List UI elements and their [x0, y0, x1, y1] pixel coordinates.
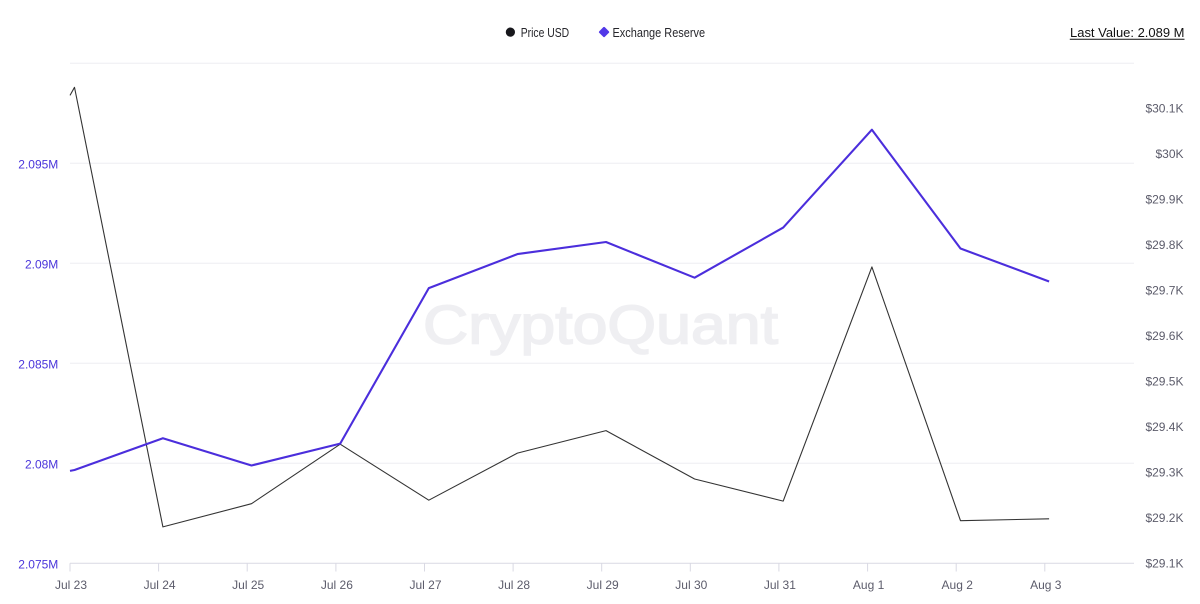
svg-text:Jul 29: Jul 29	[587, 578, 619, 592]
svg-text:2.095M: 2.095M	[18, 157, 58, 171]
svg-text:$30K: $30K	[1155, 147, 1183, 161]
svg-text:$30.1K: $30.1K	[1145, 102, 1183, 116]
svg-text:CryptoQuant: CryptoQuant	[423, 294, 778, 356]
svg-text:Jul 25: Jul 25	[232, 578, 264, 592]
svg-text:2.085M: 2.085M	[18, 357, 58, 371]
svg-text:2.075M: 2.075M	[18, 557, 58, 571]
svg-text:$29.2K: $29.2K	[1145, 511, 1183, 525]
svg-text:Jul 28: Jul 28	[498, 578, 530, 592]
svg-text:$29.7K: $29.7K	[1145, 284, 1183, 298]
svg-text:$29.5K: $29.5K	[1145, 375, 1183, 389]
svg-text:$29.9K: $29.9K	[1145, 193, 1183, 207]
svg-text:$29.4K: $29.4K	[1145, 420, 1183, 434]
svg-text:2.08M: 2.08M	[25, 457, 58, 471]
svg-text:Last Value: 2.089 M: Last Value: 2.089 M	[1070, 25, 1185, 40]
svg-text:Jul 31: Jul 31	[764, 578, 796, 592]
svg-text:$29.1K: $29.1K	[1145, 557, 1183, 571]
svg-text:Jul 27: Jul 27	[409, 578, 441, 592]
svg-text:Aug 1: Aug 1	[853, 578, 885, 592]
svg-text:Jul 26: Jul 26	[321, 578, 353, 592]
svg-text:2.09M: 2.09M	[25, 257, 58, 271]
svg-text:Aug 2: Aug 2	[942, 578, 974, 592]
svg-text:$29.3K: $29.3K	[1145, 466, 1183, 480]
svg-text:Jul 24: Jul 24	[144, 578, 176, 592]
svg-text:Price USD: Price USD	[521, 26, 570, 40]
svg-text:Aug 3: Aug 3	[1030, 578, 1062, 592]
svg-text:$29.6K: $29.6K	[1145, 329, 1183, 343]
svg-text:Jul 30: Jul 30	[675, 578, 707, 592]
svg-text:Exchange Reserve: Exchange Reserve	[613, 26, 706, 40]
svg-text:Jul 23: Jul 23	[55, 578, 87, 592]
svg-text:$29.8K: $29.8K	[1145, 238, 1183, 252]
